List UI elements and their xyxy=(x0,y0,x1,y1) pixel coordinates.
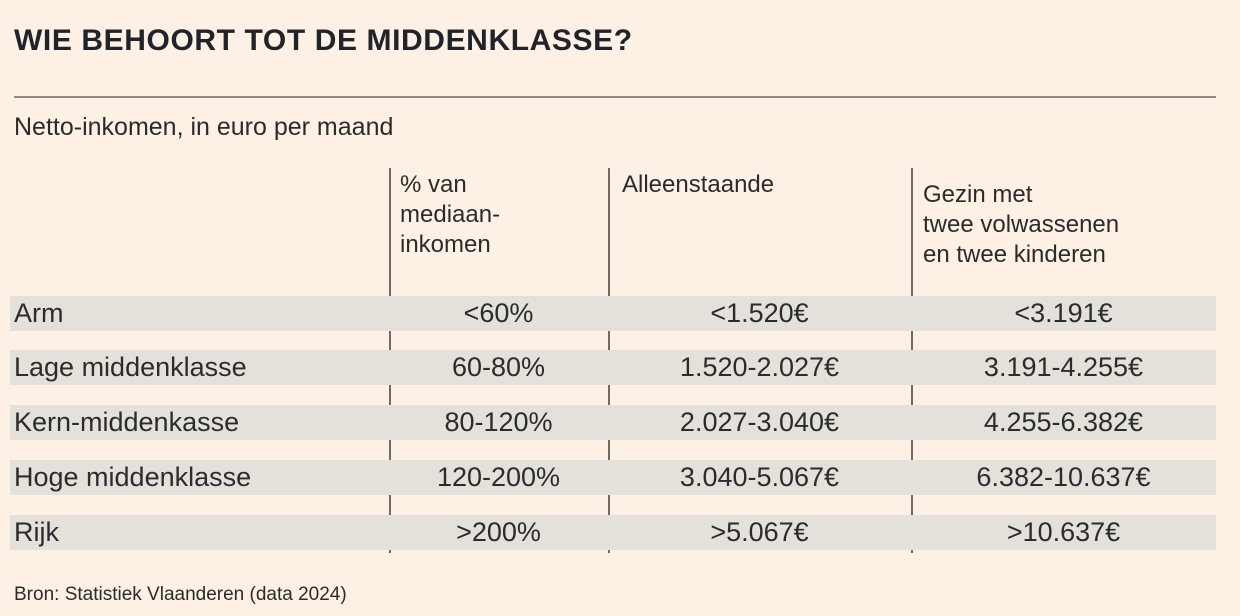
cell-percent: >200% xyxy=(456,517,541,547)
row-label: Hoge middenklasse xyxy=(14,462,252,492)
row-label: Rijk xyxy=(14,517,59,547)
column-header-median-percent: % van mediaan- inkomen xyxy=(400,171,501,258)
column-header-single: Alleenstaande xyxy=(622,171,775,198)
table-row: Arm <60% <1.520€ <3.191€ xyxy=(10,296,1216,331)
cell-single: <1.520€ xyxy=(710,298,809,328)
cell-percent: <60% xyxy=(463,298,534,328)
cell-single: 1.520-2.027€ xyxy=(679,352,840,382)
table-row: Rijk >200% >5.067€ >10.637€ xyxy=(10,515,1216,550)
cell-single: 2.027-3.040€ xyxy=(679,407,840,437)
column-header-family: Gezin met twee volwassenen en twee kinde… xyxy=(923,181,1120,268)
cell-percent: 120-200% xyxy=(436,462,561,492)
cell-single: >5.067€ xyxy=(710,517,809,547)
cell-family: >10.637€ xyxy=(1006,517,1121,547)
cell-family: <3.191€ xyxy=(1014,298,1113,328)
source-note: Bron: Statistiek Vlaanderen (data 2024) xyxy=(14,584,347,605)
cell-percent: 80-120% xyxy=(444,407,553,437)
table-row: Kern-middenkasse 80-120% 2.027-3.040€ 4.… xyxy=(10,405,1216,440)
row-label: Arm xyxy=(14,298,64,328)
cell-single: 3.040-5.067€ xyxy=(679,462,840,492)
cell-family: 3.191-4.255€ xyxy=(983,352,1144,382)
table-row: Lage middenklasse 60-80% 1.520-2.027€ 3.… xyxy=(10,350,1216,385)
title-divider xyxy=(14,96,1216,98)
row-label: Kern-middenkasse xyxy=(14,407,240,437)
cell-family: 6.382-10.637€ xyxy=(976,462,1151,492)
cell-percent: 60-80% xyxy=(451,352,546,382)
table-row: Hoge middenklasse 120-200% 3.040-5.067€ … xyxy=(10,460,1216,495)
table-subtitle: Netto-inkomen, in euro per maand xyxy=(14,113,394,141)
page-title: WIE BEHOORT TOT DE MIDDENKLASSE? xyxy=(14,24,633,57)
row-label: Lage middenklasse xyxy=(14,352,247,382)
cell-family: 4.255-6.382€ xyxy=(983,407,1144,437)
